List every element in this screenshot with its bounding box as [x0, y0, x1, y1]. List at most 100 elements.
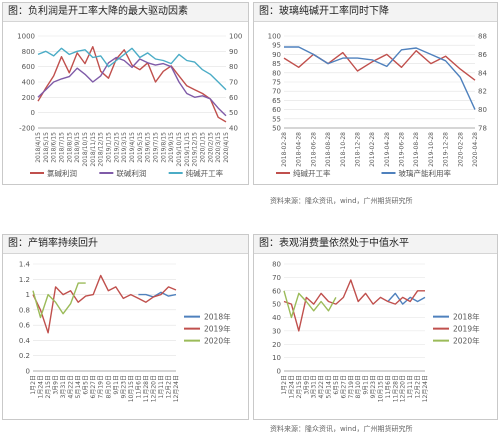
series-line-0 [138, 291, 177, 298]
x-tick-label: 6月5日 [83, 375, 90, 395]
legend-label: 联碱利润 [116, 168, 146, 178]
y-left-tick-label: 600 [22, 63, 35, 71]
x-tick-label: 6月27日 [90, 375, 97, 398]
x-tick-label: 5月14日 [326, 375, 333, 398]
x-tick-label: 6月27日 [340, 375, 347, 398]
x-tick-label: 2019/2/15 [113, 132, 120, 163]
x-tick-label: 2018-02-28 [281, 132, 288, 167]
chart-panel-glass-soda-rate: 图：玻璃纯碱开工率同时下降 50 55 60 65 70 75 80 85 90 95 100 78 8… [253, 2, 498, 185]
x-tick-label: 1月24日 [38, 375, 45, 398]
x-tick-label: 12月20日 [150, 375, 157, 402]
y-left-tick-label: 70 [272, 88, 281, 96]
x-tick-label: 12月2日 [415, 375, 422, 398]
x-tick-label: 1月24日 [288, 375, 295, 398]
legend-label: 纯碱开工率 [186, 168, 224, 178]
series-line-2 [37, 47, 227, 91]
chart-svg: -200 0 200 400 600 800 1000 40 50 60 70 80 90 100 2018… [17, 33, 242, 179]
x-tick-label: 11月28日 [392, 375, 399, 402]
series-line-0 [387, 292, 426, 305]
y-left-tick-label: 0.8 [19, 306, 30, 314]
x-tick-label: 2018-10-28 [340, 132, 347, 167]
x-tick-label: 9月23日 [120, 375, 127, 398]
x-tick-label: 3月9日 [53, 375, 60, 395]
legend-label: 2018年 [453, 312, 480, 322]
x-tick-label: 2月15日 [45, 375, 52, 398]
y-left-tick-label: 75 [272, 79, 281, 87]
x-tick-label: 2019-08-28 [413, 132, 420, 167]
y-left-tick-label: 80 [272, 261, 281, 269]
y-left-tick-label: 95 [272, 42, 281, 50]
x-tick-label: 8月10日 [355, 375, 362, 398]
x-tick-label: 7月19日 [98, 375, 105, 398]
x-tick-label: 4月22日 [68, 375, 75, 398]
x-tick-label: 2019/1/15 [106, 132, 113, 163]
x-tick-label: 2018-06-28 [310, 132, 317, 167]
x-tick-label: 12月20日 [400, 375, 407, 402]
legend-label: 2019年 [453, 324, 480, 334]
y-left-tick-label: 0 [26, 368, 30, 376]
x-tick-label: 1月2日 [30, 375, 37, 395]
series-line-1 [283, 279, 425, 332]
y-left-tick-label: -200 [19, 125, 35, 133]
series-line-1 [32, 274, 177, 334]
y-left-tick-label: 0.4 [19, 337, 31, 345]
x-tick-label: 2018/10/15 [82, 132, 89, 167]
x-tick-label: 3月9日 [303, 375, 310, 395]
x-tick-label: 11月6日 [385, 375, 392, 398]
x-tick-label: 2018/7/15 [59, 132, 66, 163]
x-tick-label: 3月31日 [311, 375, 318, 398]
series-line-1 [284, 46, 476, 110]
legend-label: 2020年 [453, 336, 480, 346]
y-right-tick-label: 88 [478, 33, 487, 41]
x-tick-label: 2018/11/15 [90, 132, 97, 167]
x-tick-label: 2019/12/15 [192, 132, 199, 167]
x-tick-label: 2019-10-28 [428, 132, 435, 167]
y-left-tick-label: 0 [31, 109, 35, 117]
x-tick-label: 2019/11/15 [184, 132, 191, 167]
chart-svg: 0 10 20 30 40 50 60 70 80 1月2日 1月24日 2月15日 3月9日 3月31日… [272, 261, 480, 403]
x-tick-label: 2020/2/15 [207, 132, 214, 163]
x-tick-label: 2019/3/15 [121, 132, 128, 163]
x-tick-label: 10月15日 [128, 375, 135, 402]
x-tick-label: 5月14日 [75, 375, 82, 398]
x-tick-label: 11月6日 [135, 375, 142, 398]
chart-panel-apparent-consumption: 图：表观消费量依然处于中值水平 0 10 20 30 40 50 60 70 80 1月2日 1月2… [253, 234, 498, 420]
series-line-2 [32, 282, 86, 319]
legend-label: 2020年 [204, 336, 231, 346]
x-tick-label: 1月2日 [281, 375, 288, 395]
y-left-tick-label: 1.2 [19, 276, 30, 284]
series-line-0 [37, 46, 227, 123]
x-tick-label: 2018/5/15 [43, 132, 50, 163]
legend-label: 氯碱利润 [47, 168, 77, 178]
source-note-top: 资料来源：隆众资讯，wind，广州期货研究所 [270, 197, 413, 205]
x-tick-label: 2019/9/15 [168, 132, 175, 163]
y-left-tick-label: 100 [268, 33, 281, 41]
x-tick-label: 2019/4/15 [129, 132, 136, 163]
legend-label: 2019年 [204, 324, 231, 334]
y-right-tick-label: 86 [478, 51, 487, 59]
y-left-tick-label: 60 [272, 106, 281, 114]
y-right-tick-label: 70 [229, 79, 238, 87]
x-tick-label: 2018-08-28 [325, 132, 332, 167]
x-tick-label: 7月19日 [348, 375, 355, 398]
series-line-0 [283, 50, 476, 81]
x-tick-label: 9月23日 [370, 375, 377, 398]
y-left-tick-label: 400 [22, 79, 35, 87]
chart-title: 图：玻璃纯碱开工率同时下降 [254, 3, 497, 22]
y-left-tick-label: 1 [26, 291, 30, 299]
y-left-tick-label: 1.4 [19, 261, 31, 269]
y-left-tick-label: 30 [272, 327, 281, 335]
x-tick-label: 2019-04-28 [384, 132, 391, 167]
x-tick-label: 2018/9/15 [74, 132, 81, 163]
x-tick-label: 9月1日 [363, 375, 370, 395]
y-right-tick-label: 40 [229, 125, 238, 133]
y-left-tick-label: 70 [272, 274, 281, 282]
x-tick-label: 8月10日 [105, 375, 112, 398]
x-tick-label: 2月15日 [296, 375, 303, 398]
source-note-bottom: 资料来源：隆众资讯，wind，广州期货研究所 [270, 425, 413, 433]
y-left-tick-label: 85 [272, 60, 281, 68]
chart-title: 图：产销率持续回升 [3, 235, 248, 254]
x-tick-label: 6月5日 [333, 375, 340, 395]
x-tick-label: 12月24日 [173, 375, 180, 402]
chart-svg: 0 0.2 0.4 0.6 0.8 1 1.2 1.4 1月2日 1月24日 2月15日 3月9日 3月… [19, 261, 231, 403]
